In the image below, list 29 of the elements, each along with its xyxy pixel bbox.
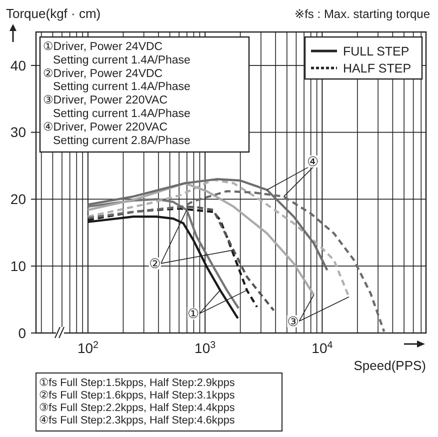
y-tick-label: 20 <box>10 191 26 208</box>
y-axis-title: Torque(kgf · cm) <box>6 6 101 21</box>
annotation: Setting current 1.4A/Phase <box>53 81 190 94</box>
text: ①fs Full Step:1.5kpps, Half Step:2.9kpps <box>39 377 236 389</box>
x-tick-label: 10$^{2}$ <box>77 340 98 356</box>
x-tick-label: 10$^{3}$ <box>194 340 216 356</box>
y-tick-label: 40 <box>10 57 26 74</box>
annotation: ③Driver, Power 220VAC <box>43 94 168 107</box>
annotation: ①Driver, Power 24VDC <box>43 41 163 53</box>
annotation: ④ <box>306 154 319 169</box>
y-tick-label: 10 <box>10 258 26 274</box>
annotation: ④Driver, Power 220VAC <box>43 121 168 134</box>
annotation: ②Driver, Power 24VDC <box>43 68 163 80</box>
legend-label: FULL STEP <box>343 44 410 58</box>
text: ※fs : Max. starting torque <box>294 7 430 21</box>
legend-label: HALF STEP <box>343 61 412 76</box>
annotation: Setting current 1.4A/Phase <box>53 54 190 66</box>
text: ②fs Full Step:1.6kpps, Half Step:3.1kpps <box>39 390 236 402</box>
annotation: ③ <box>287 314 299 329</box>
annotation: ① <box>188 306 200 322</box>
text: ③fs Full Step:2.2kpps, Half Step:4.4kpps <box>39 402 236 414</box>
x-axis-title: Speed(PPS) <box>354 358 426 373</box>
text: ④fs Full Step:2.3kpps, Half Step:4.6kpps <box>39 414 236 426</box>
y-tick-label: 0 <box>18 324 26 341</box>
x-tick-label: 10$^{4}$ <box>312 340 334 356</box>
annotation: ② <box>149 256 161 271</box>
annotation: Setting current 1.4A/Phase <box>53 108 190 120</box>
y-tick-label: 30 <box>10 124 26 140</box>
annotation: Setting current 2.8A/Phase <box>53 134 190 147</box>
